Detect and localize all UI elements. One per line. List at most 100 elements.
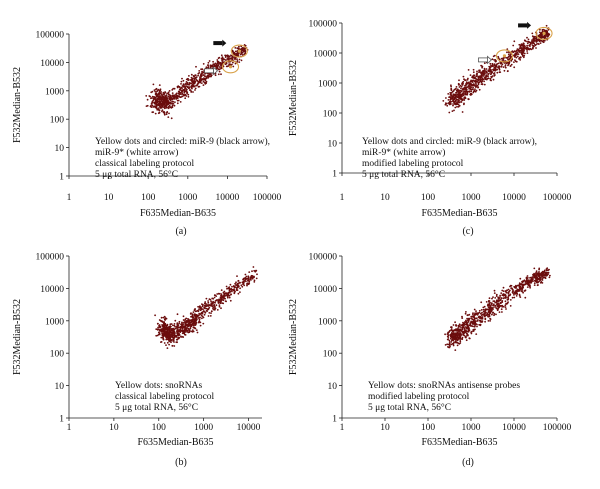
data-point (490, 302, 493, 304)
data-point (493, 312, 496, 315)
data-point (169, 326, 171, 329)
data-point (213, 294, 216, 297)
data-point (483, 314, 485, 317)
data-point (202, 316, 205, 319)
data-point (181, 335, 184, 338)
data-point (200, 312, 203, 315)
data-point (181, 330, 184, 332)
x-tick-label: 1 (340, 193, 345, 203)
data-point (471, 80, 474, 82)
data-point (201, 305, 204, 308)
data-point (506, 302, 509, 305)
data-point (452, 103, 454, 105)
data-point (488, 69, 490, 72)
data-point (231, 285, 233, 288)
annotation-line: Yellow dots: snoRNAs (115, 381, 202, 391)
data-point (453, 109, 455, 112)
data-point (459, 339, 462, 341)
data-point (483, 305, 486, 308)
annotation-line: Yellow dots: snoRNAs antisense probes (368, 381, 520, 391)
data-point (500, 302, 502, 304)
data-point (446, 338, 449, 341)
data-point (521, 47, 524, 49)
data-point (489, 77, 492, 80)
data-point (194, 77, 197, 80)
data-point (498, 68, 501, 71)
data-point (203, 310, 205, 313)
data-point (163, 315, 166, 318)
data-point (167, 116, 170, 118)
data-point (457, 329, 460, 332)
data-point (206, 74, 209, 77)
data-point (478, 75, 481, 78)
data-point (161, 93, 163, 96)
data-point (166, 324, 168, 326)
data-point (507, 294, 510, 297)
data-point (475, 313, 477, 316)
data-point (489, 301, 491, 304)
data-point (162, 322, 165, 325)
data-point (522, 283, 525, 286)
data-point (179, 91, 182, 94)
data-point (152, 106, 155, 108)
data-point (171, 89, 174, 91)
data-point (252, 276, 255, 278)
data-point (444, 344, 447, 346)
data-point (529, 43, 532, 45)
data-point (156, 90, 158, 93)
data-point (185, 88, 188, 91)
data-point (526, 277, 528, 280)
data-point (180, 323, 182, 326)
data-point (159, 104, 162, 106)
data-point (476, 320, 479, 322)
data-point (187, 95, 190, 98)
data-point (236, 275, 238, 277)
data-point (158, 332, 161, 335)
data-point (447, 99, 450, 101)
data-point (464, 336, 467, 338)
data-point (179, 326, 182, 329)
data-point (168, 333, 171, 335)
data-point (491, 58, 494, 61)
data-point (186, 77, 189, 80)
data-point (251, 277, 254, 279)
x-tick-label: 100 (421, 193, 436, 203)
data-point (151, 104, 154, 107)
data-point (519, 285, 521, 288)
data-point (537, 42, 539, 45)
data-point (504, 66, 507, 69)
data-point (513, 294, 515, 296)
data-point (193, 75, 195, 78)
data-point (457, 333, 460, 336)
data-point (161, 332, 164, 335)
data-point (495, 307, 498, 309)
data-point (527, 283, 530, 286)
annotation-line: modified labeling protocol (362, 158, 464, 169)
data-point (494, 304, 497, 307)
data-point (167, 95, 170, 98)
data-point (500, 308, 503, 311)
data-point (540, 36, 543, 39)
y-axis-label: F532Median-B532 (288, 60, 299, 136)
data-point (166, 334, 169, 337)
data-point (172, 324, 174, 327)
data-point (466, 93, 468, 96)
data-point (499, 296, 501, 298)
x-tick-label: 10 (104, 193, 114, 203)
data-point (210, 312, 212, 314)
data-point (191, 320, 194, 323)
data-point (478, 88, 481, 91)
data-point (247, 277, 250, 280)
data-point (197, 80, 200, 83)
data-point (207, 315, 210, 317)
data-point (168, 328, 171, 331)
data-point (544, 35, 547, 38)
data-point (171, 92, 174, 94)
data-point (456, 93, 459, 96)
data-point (220, 294, 222, 297)
data-point (210, 75, 213, 78)
data-point (509, 299, 512, 301)
data-point (498, 311, 501, 313)
data-point (215, 304, 218, 307)
data-point (538, 277, 540, 280)
